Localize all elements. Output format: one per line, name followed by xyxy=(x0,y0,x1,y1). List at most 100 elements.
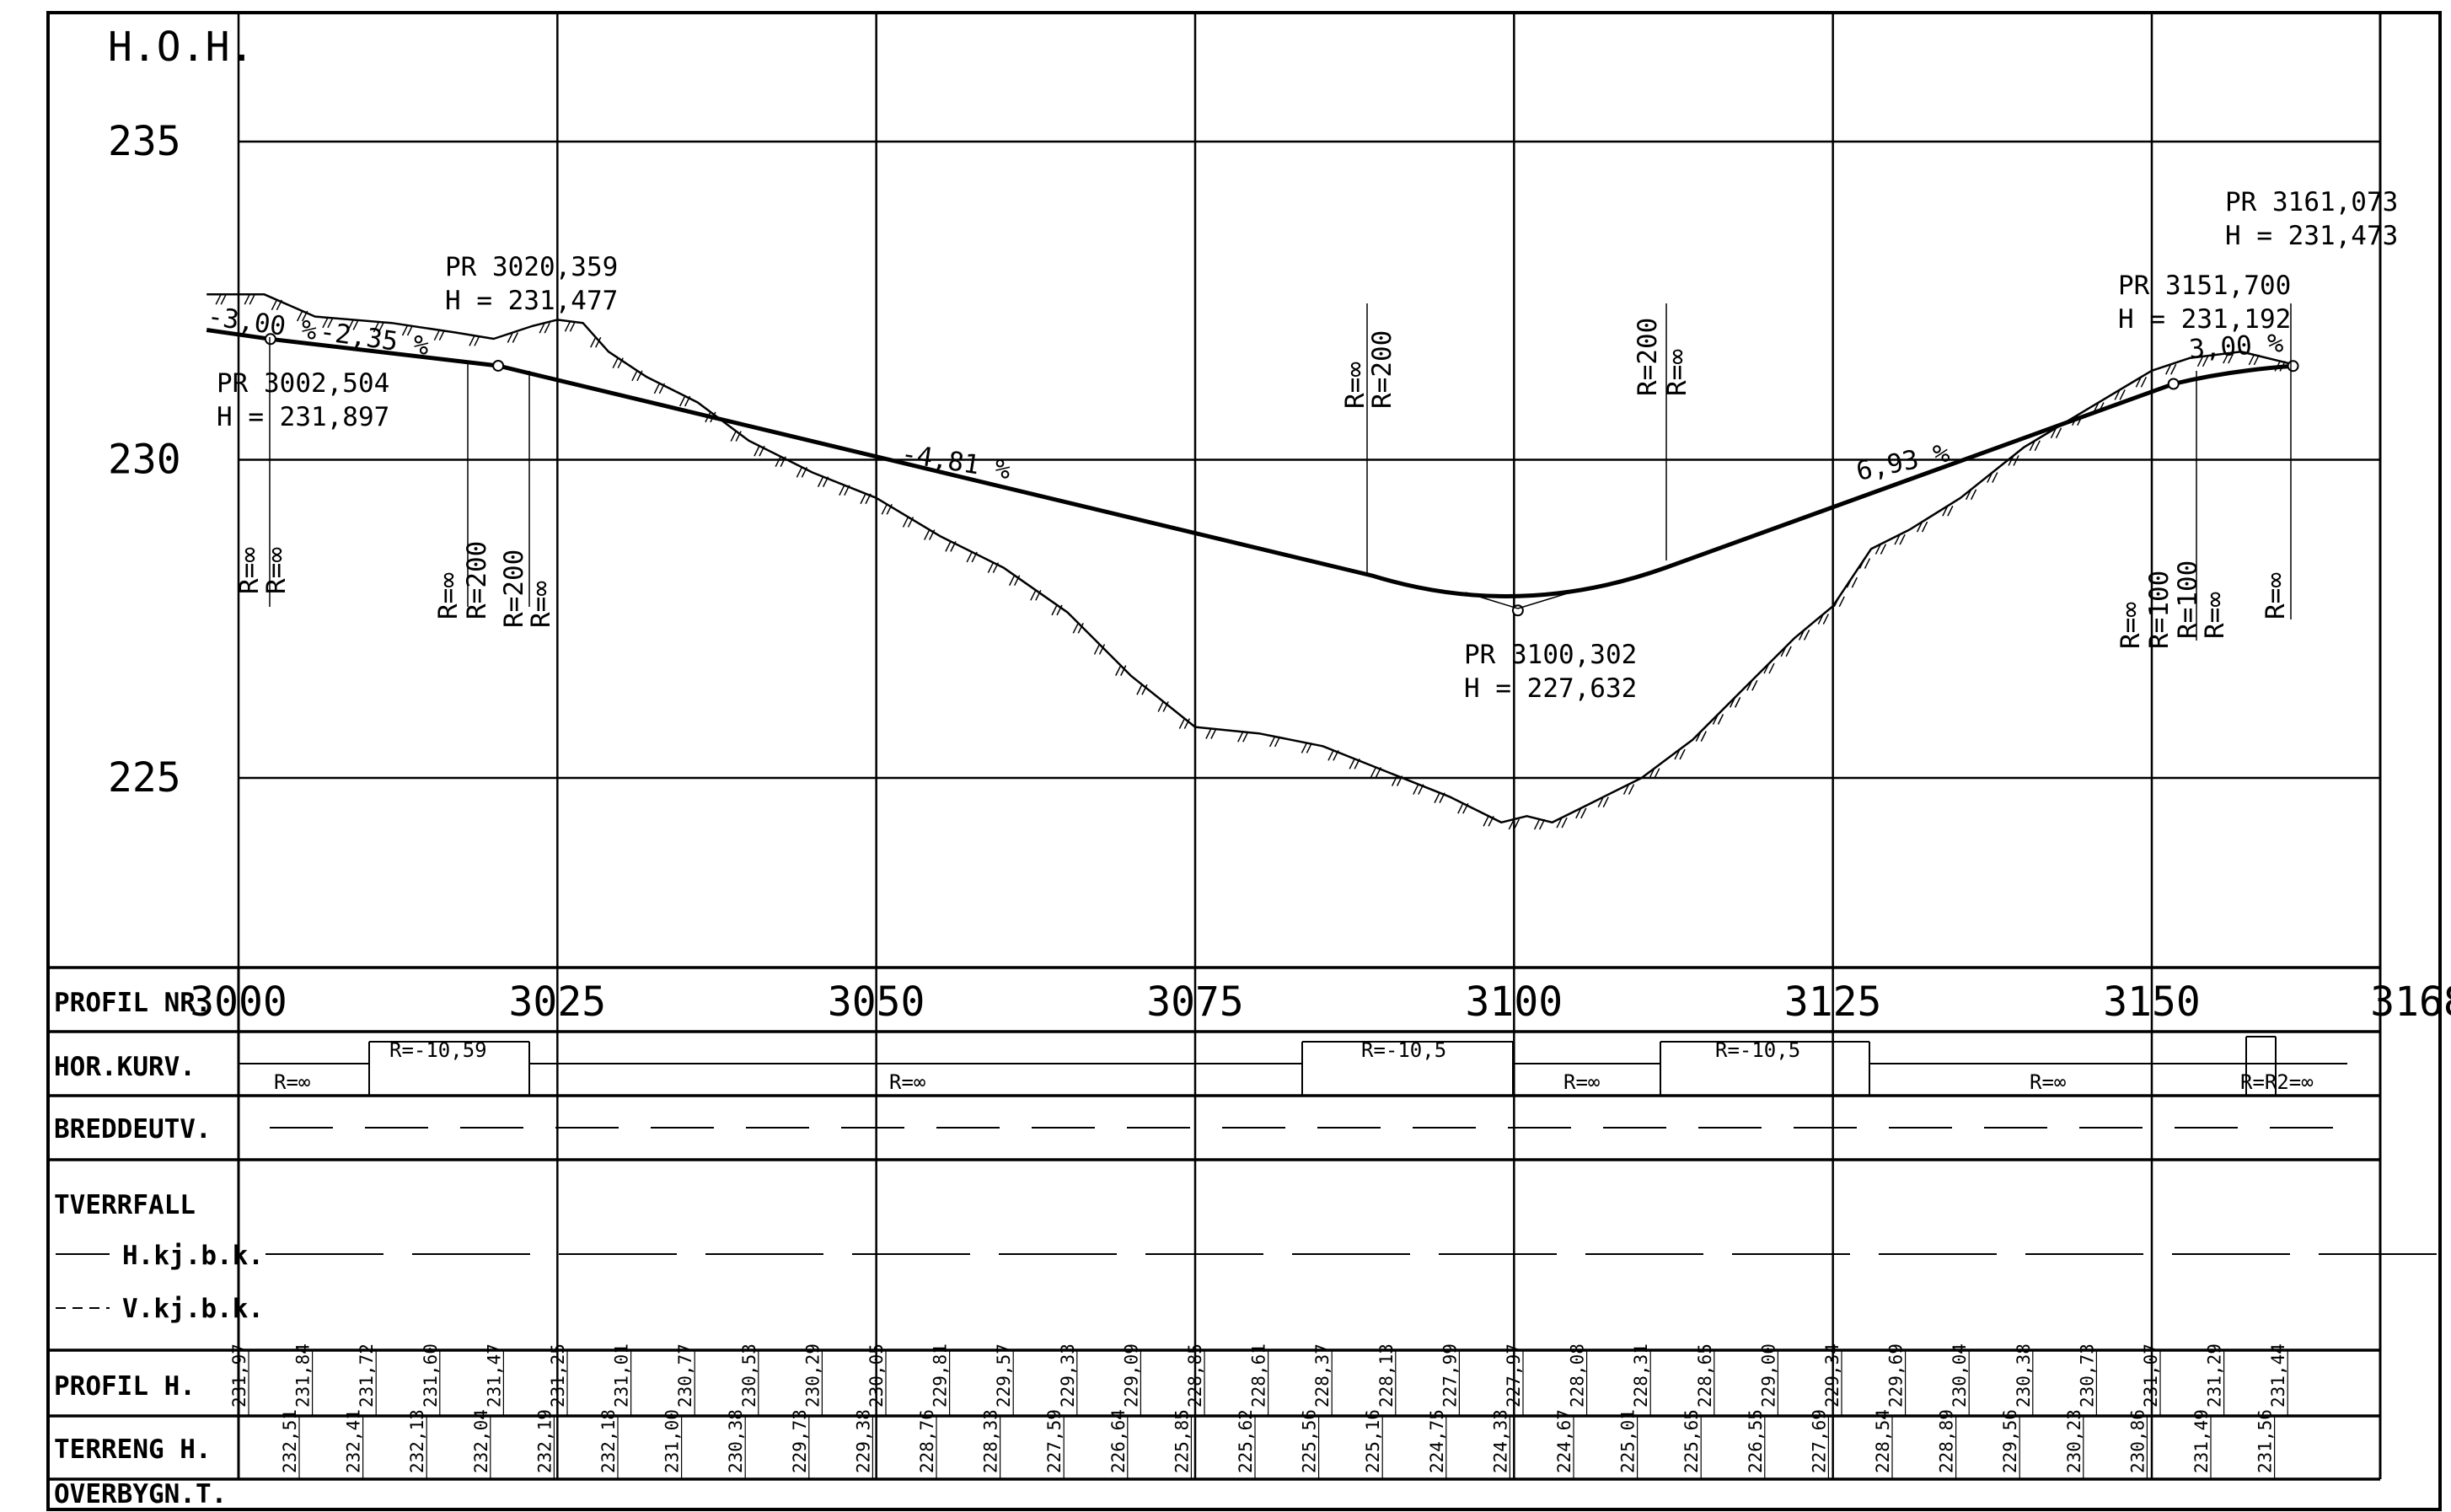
terrain-hatch xyxy=(1947,505,1954,517)
terrain-hatch xyxy=(1508,818,1515,830)
y-tick-label: 225 xyxy=(108,754,181,802)
terreng-h-value: 225,85 xyxy=(1172,1409,1192,1473)
terrain-hatch xyxy=(1649,768,1655,780)
terrain-hatch xyxy=(1375,767,1382,778)
terrain-hatch xyxy=(2140,377,2148,388)
terrain-hatch xyxy=(902,517,909,528)
terrain-hatch xyxy=(1768,662,1775,674)
terrain-hatch xyxy=(2072,415,2078,426)
terrain-hatch xyxy=(950,541,957,552)
terrain-hatch xyxy=(1798,630,1805,641)
terrain-hatch xyxy=(817,476,824,487)
terrain-hatch xyxy=(539,322,545,334)
pr-label: PR 3020,359 xyxy=(445,252,618,282)
terrain-hatch xyxy=(705,411,711,423)
profil-h-value: 230,38 xyxy=(2014,1343,2034,1407)
profil-h-value: 230,04 xyxy=(1950,1343,1970,1407)
terrain-hatch xyxy=(220,293,227,305)
vertex-marker xyxy=(264,333,276,346)
terrain-hatch xyxy=(865,493,872,505)
terreng-h-value: 232,04 xyxy=(471,1409,491,1473)
terrain-hatch xyxy=(1370,767,1377,778)
terrain-hatch xyxy=(1580,807,1587,819)
terrain-hatch xyxy=(2253,354,2261,366)
row-label-overbygn: OVERBYGN.T. xyxy=(54,1479,227,1509)
terrain-hatch xyxy=(1746,679,1753,691)
axis-y-label: H.O.H. xyxy=(108,24,254,71)
profil-h-value: 229,33 xyxy=(1058,1343,1078,1407)
terrain-hatch xyxy=(2055,427,2062,439)
hor-kurv-r: R=∞ xyxy=(274,1070,310,1094)
terrain-hatch xyxy=(595,336,602,348)
vertex-marker xyxy=(492,359,505,372)
terrain-hatch xyxy=(631,370,638,382)
terreng-h-value: 232,51 xyxy=(280,1409,300,1473)
terrain-hatch xyxy=(544,322,550,334)
terrain-hatch xyxy=(2228,352,2234,364)
h-label: H = 231,897 xyxy=(217,402,389,432)
terreng-h-value: 228,54 xyxy=(1873,1409,1893,1473)
terrain-hatch xyxy=(1210,728,1217,739)
profil-h-value: 231,44 xyxy=(2268,1343,2288,1407)
radius-label: R=200 xyxy=(499,550,529,628)
terrain-hatch xyxy=(2093,402,2100,413)
terrain-hatch xyxy=(1274,736,1281,748)
terrain-hatch xyxy=(1780,646,1787,657)
row-label-vkjbk: V.kj.b.k. xyxy=(122,1294,264,1324)
terrain-hatch xyxy=(735,431,742,442)
terreng-h-value: 231,56 xyxy=(2255,1409,2276,1473)
profil-h-value: 231,84 xyxy=(293,1343,314,1407)
terrain-hatch xyxy=(860,493,866,505)
terrain-hatch xyxy=(1301,743,1308,753)
terrain-hatch xyxy=(754,445,760,457)
terrain-hatch xyxy=(684,395,691,407)
terrain-hatch xyxy=(1838,596,1845,608)
terrain-hatch xyxy=(907,517,914,528)
terrain-hatch xyxy=(636,370,643,382)
profil-h-value: 228,37 xyxy=(1312,1343,1333,1407)
terrain-hatch xyxy=(1418,784,1424,795)
terrain-hatch xyxy=(1899,533,1906,545)
terrain-hatch xyxy=(1833,596,1840,608)
terrain-hatch xyxy=(401,324,409,336)
terreng-h-value: 225,01 xyxy=(1618,1409,1638,1473)
terrain-hatch xyxy=(1679,748,1686,760)
terreng-h-value: 232,41 xyxy=(344,1409,364,1473)
terrain-hatch xyxy=(886,504,893,515)
terrain-hatch xyxy=(2135,377,2143,388)
terrain-hatch xyxy=(710,411,716,423)
radius-label: R=∞ xyxy=(234,547,265,594)
terrain-hatch xyxy=(839,485,845,496)
radius-label: R=∞ xyxy=(1662,349,1692,396)
terrain-hatch xyxy=(1654,768,1660,780)
hor-kurv-r: R=∞ xyxy=(2030,1070,2066,1094)
terrain-hatch xyxy=(1846,576,1853,588)
radius-label: R=100 xyxy=(2144,571,2175,649)
terrain-hatch xyxy=(1785,646,1792,657)
terrain-hatch xyxy=(1858,558,1866,569)
terrain-hatch xyxy=(801,466,808,478)
terrain-hatch xyxy=(1077,622,1084,634)
terrain-hatch xyxy=(1439,792,1445,803)
profil-h-value: 229,57 xyxy=(994,1343,1014,1407)
terrain-hatch xyxy=(1457,802,1464,814)
terrain-hatch xyxy=(2013,455,2019,466)
terrain-hatch xyxy=(469,335,475,346)
terrain-hatch xyxy=(2114,389,2121,400)
terrain-hatch xyxy=(658,383,666,394)
terrain-hatch xyxy=(1072,622,1079,634)
terrain-hatch xyxy=(2034,440,2041,452)
data-table: PROFIL NR. HOR.KURV. BREDDEUTV. TVERRFALL H.… xyxy=(48,966,2437,1509)
radius-label: R=200 xyxy=(462,541,492,619)
grade-label: 3,00 % xyxy=(2188,328,2285,365)
terrain-hatch xyxy=(1333,749,1339,761)
terrain-hatch xyxy=(1483,815,1489,827)
terrain-hatch xyxy=(822,476,829,487)
x-tick-label: 3168 xyxy=(2370,979,2451,1026)
terrain-hatch xyxy=(1354,759,1360,769)
terreng-h-value: 227,69 xyxy=(1809,1409,1829,1473)
profil-h-value: 230,73 xyxy=(2077,1343,2097,1407)
terrain-hatch xyxy=(678,395,686,407)
terrain-hatch xyxy=(1488,815,1494,827)
